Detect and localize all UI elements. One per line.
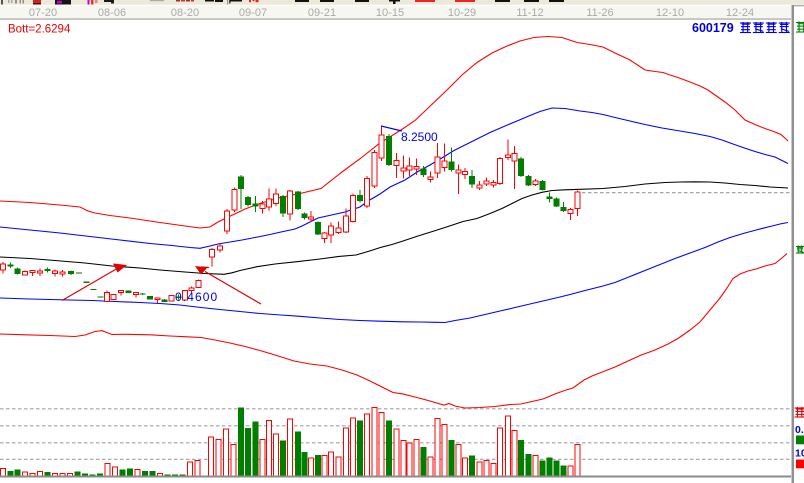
svg-text:10-15: 10-15 <box>376 7 404 19</box>
svg-text:10: 10 <box>795 448 804 460</box>
svg-text:09-07: 09-07 <box>239 7 267 19</box>
svg-text:600179: 600179 <box>692 21 734 35</box>
svg-text:11-26: 11-26 <box>586 7 613 19</box>
svg-text:12-10: 12-10 <box>656 7 684 19</box>
svg-text:0.: 0. <box>795 424 804 436</box>
svg-text:09-21: 09-21 <box>308 7 336 19</box>
svg-text:08-20: 08-20 <box>171 7 199 19</box>
svg-text:8.2500: 8.2500 <box>401 130 438 144</box>
svg-text:08-06: 08-06 <box>98 7 126 19</box>
svg-text:10-29: 10-29 <box>448 7 476 19</box>
svg-text:12-24: 12-24 <box>726 7 754 19</box>
svg-text:Bott=2.6294: Bott=2.6294 <box>8 24 71 36</box>
svg-text:07-20: 07-20 <box>29 7 57 19</box>
svg-text:0.4600: 0.4600 <box>175 290 218 304</box>
svg-text:11-12: 11-12 <box>516 7 543 19</box>
